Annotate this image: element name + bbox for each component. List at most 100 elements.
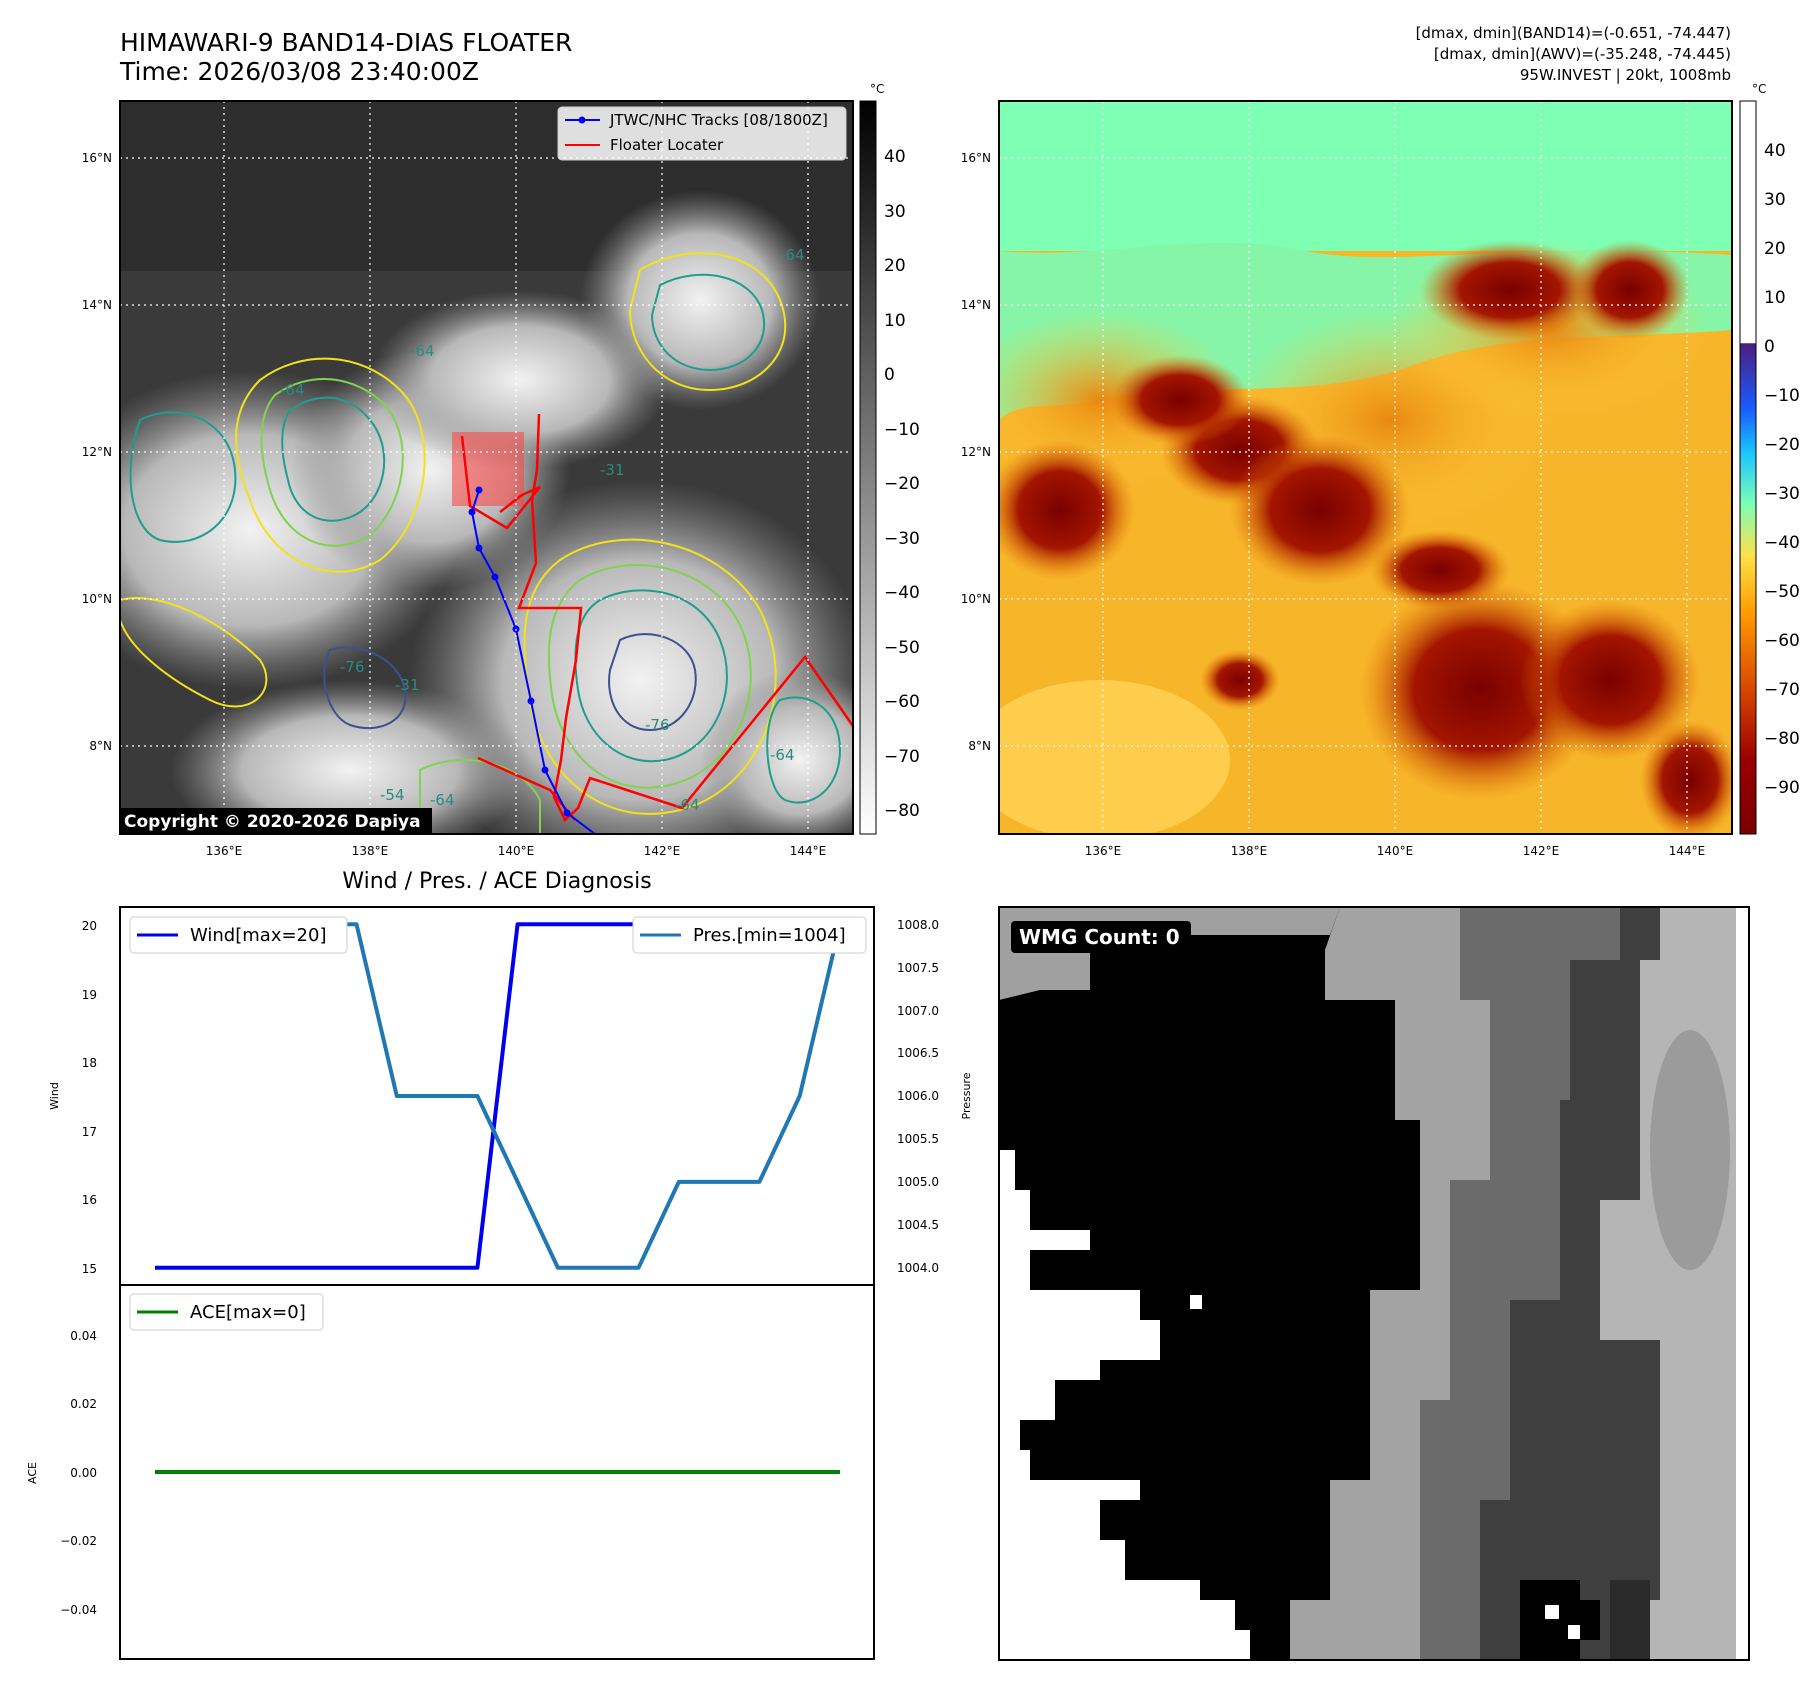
contour-label: -64 bbox=[280, 381, 305, 399]
lon-tick: 144°E bbox=[1669, 844, 1706, 858]
pressure-tick: 1007.5 bbox=[897, 961, 939, 975]
ir-panel: -64 -64 -76 -31 -31 -54 -64 -64 -76 -64 … bbox=[82, 82, 920, 858]
figure-time: Time: 2026/03/08 23:40:00Z bbox=[119, 57, 479, 86]
floater-locater-line bbox=[517, 413, 853, 823]
diag-title: Wind / Pres. / ACE Diagnosis bbox=[342, 869, 651, 894]
info-awv-range: [dmax, dmin](AWV)=(-35.248, -74.445) bbox=[1434, 45, 1731, 63]
colorbar-tick: −50 bbox=[884, 638, 920, 658]
awv-image bbox=[999, 101, 1732, 834]
awv-panel: 136°E 138°E 140°E 142°E 144°E 16°N 14°N … bbox=[961, 82, 1800, 858]
contour-label: -64 bbox=[675, 796, 700, 814]
figure-title: HIMAWARI-9 BAND14-DIAS FLOATER bbox=[120, 28, 572, 57]
pressure-tick: 1006.5 bbox=[897, 1046, 939, 1060]
colorbar-tick: 20 bbox=[1764, 239, 1786, 259]
legend-pressure: Pres.[min=1004] bbox=[693, 925, 846, 946]
lon-tick: 140°E bbox=[498, 844, 535, 858]
ir-lon-ticks: 136°E 138°E 140°E 142°E 144°E bbox=[206, 844, 827, 858]
wind-tick: 19 bbox=[82, 988, 97, 1002]
lat-tick: 10°N bbox=[961, 592, 991, 606]
lon-tick: 138°E bbox=[352, 844, 389, 858]
colorbar-tick: −50 bbox=[1764, 582, 1800, 602]
awv-frame bbox=[998, 100, 1733, 835]
diag-panel: Wind / Pres. / ACE Diagnosis 20 19 18 17… bbox=[26, 869, 973, 1660]
colorbar-tick: 40 bbox=[1764, 141, 1786, 161]
copyright-text: Copyright © 2020-2026 Dapiya bbox=[124, 812, 421, 832]
ir-colorbar: °C 40 30 20 10 0 −10 −20 −30 −40 −50 −60… bbox=[859, 82, 920, 835]
wmg-image bbox=[999, 907, 1749, 1660]
pressure-tick: 1004.5 bbox=[897, 1218, 939, 1232]
wmg-frame bbox=[998, 906, 1750, 1661]
colorbar-tick: 30 bbox=[884, 202, 906, 222]
wind-legend: Wind[max=20] bbox=[129, 916, 348, 954]
pressure-tick: 1005.5 bbox=[897, 1132, 939, 1146]
colorbar-tick: −30 bbox=[884, 529, 920, 549]
contour-label: -76 bbox=[340, 658, 365, 676]
ir-gridlines bbox=[120, 101, 853, 834]
lon-tick: 136°E bbox=[1085, 844, 1122, 858]
lat-tick: 16°N bbox=[82, 151, 112, 165]
lat-tick: 8°N bbox=[89, 739, 112, 753]
ace-legend: ACE[max=0] bbox=[129, 1293, 324, 1331]
wind-tick: 17 bbox=[82, 1125, 97, 1139]
colorbar-tick: 40 bbox=[884, 147, 906, 167]
contour-label: -64 bbox=[780, 246, 805, 264]
colorbar-tick: 0 bbox=[1764, 337, 1775, 357]
lat-tick: 16°N bbox=[961, 151, 991, 165]
awv-colorbar: °C 40 30 20 10 0 −10 −20 −30 −40 −50 −60… bbox=[1739, 82, 1800, 835]
colorbar-tick: 30 bbox=[1764, 190, 1786, 210]
lat-tick: 8°N bbox=[968, 739, 991, 753]
pressure-tick: 1004.0 bbox=[897, 1261, 939, 1275]
info-band14-range: [dmax, dmin](BAND14)=(-0.651, -74.447) bbox=[1416, 24, 1731, 42]
pressure-legend: Pres.[min=1004] bbox=[632, 916, 867, 954]
lon-tick: 138°E bbox=[1231, 844, 1268, 858]
wind-tick: 15 bbox=[82, 1262, 97, 1276]
legend-ace: ACE[max=0] bbox=[190, 1302, 306, 1323]
colorbar-tick: −70 bbox=[884, 747, 920, 767]
colorbar-tick: −80 bbox=[1764, 729, 1800, 749]
wind-tick: 16 bbox=[82, 1193, 97, 1207]
colorbar-tick: 10 bbox=[884, 311, 906, 331]
ir-colorbar-unit: °C bbox=[870, 82, 884, 96]
colorbar-tick: 0 bbox=[884, 365, 895, 385]
ace-tick: 0.02 bbox=[70, 1397, 97, 1411]
pressure-tick: 1006.0 bbox=[897, 1089, 939, 1103]
ace-tick: −0.02 bbox=[60, 1534, 97, 1548]
contour-label: -64 bbox=[410, 342, 435, 360]
lon-tick: 142°E bbox=[1523, 844, 1560, 858]
wind-tick: 18 bbox=[82, 1056, 97, 1070]
pressure-axis-label: Pressure bbox=[960, 1072, 973, 1119]
pressure-tick: 1008.0 bbox=[897, 918, 939, 932]
ir-image: -64 -64 -76 -31 -31 -54 -64 -64 -76 -64 … bbox=[120, 101, 853, 834]
awv-colorbar-unit: °C bbox=[1752, 82, 1766, 96]
ace-tick: 0.00 bbox=[70, 1466, 97, 1480]
copyright-badge: Copyright © 2020-2026 Dapiya bbox=[120, 808, 432, 834]
colorbar-tick: 20 bbox=[884, 256, 906, 276]
ir-frame bbox=[119, 100, 854, 835]
ace-axis-label: ACE bbox=[26, 1462, 39, 1484]
contour-label: -31 bbox=[395, 676, 420, 694]
colorbar-tick: −60 bbox=[1764, 631, 1800, 651]
legend-tracks: JTWC/NHC Tracks [08/1800Z] bbox=[609, 111, 828, 129]
contour-label: -76 bbox=[645, 716, 670, 734]
awv-lon-ticks: 136°E 138°E 140°E 142°E 144°E bbox=[1085, 844, 1706, 858]
wmg-count-label: WMG Count: 0 bbox=[1019, 925, 1180, 949]
contour-label: -64 bbox=[430, 791, 455, 809]
ace-tick: −0.04 bbox=[60, 1603, 97, 1617]
ir-lat-ticks: 16°N 14°N 12°N 10°N 8°N bbox=[82, 151, 112, 753]
colorbar-tick: −60 bbox=[884, 692, 920, 712]
lon-tick: 136°E bbox=[206, 844, 243, 858]
lat-tick: 10°N bbox=[82, 592, 112, 606]
colorbar-tick: −10 bbox=[884, 420, 920, 440]
ir-legend: JTWC/NHC Tracks [08/1800Z] Floater Locat… bbox=[557, 106, 847, 161]
wind-tick: 20 bbox=[82, 919, 97, 933]
wind-ticks: 20 19 18 17 16 15 bbox=[82, 919, 97, 1276]
lat-tick: 14°N bbox=[82, 298, 112, 312]
lon-tick: 140°E bbox=[1377, 844, 1414, 858]
contour-label: -54 bbox=[380, 786, 405, 804]
pressure-ticks: 1008.0 1007.5 1007.0 1006.5 1006.0 1005.… bbox=[897, 918, 939, 1275]
colorbar-tick: −20 bbox=[1764, 435, 1800, 455]
colorbar-tick: −80 bbox=[884, 801, 920, 821]
colorbar-tick: −30 bbox=[1764, 484, 1800, 504]
info-storm: 95W.INVEST | 20kt, 1008mb bbox=[1520, 66, 1731, 84]
